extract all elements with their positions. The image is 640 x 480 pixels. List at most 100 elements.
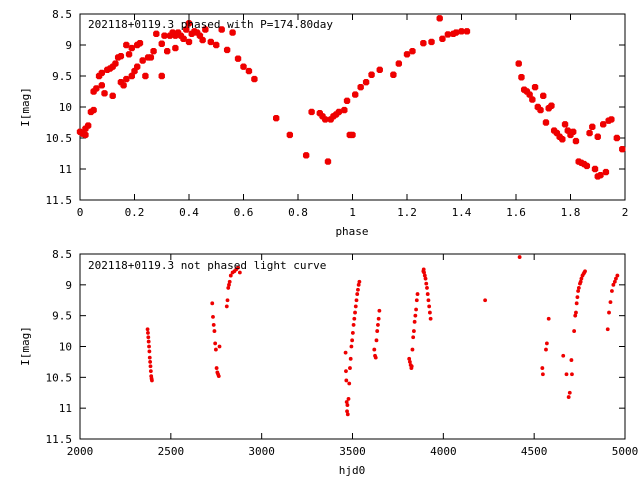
data-point [213, 341, 218, 346]
data-point [123, 75, 130, 83]
data-point [415, 292, 420, 296]
data-point [324, 158, 332, 165]
data-point [180, 35, 187, 42]
data-point [237, 270, 242, 275]
data-point [142, 72, 149, 80]
data-point [183, 26, 190, 33]
data-point [93, 85, 100, 92]
data-point [376, 323, 380, 327]
data-point [594, 133, 601, 140]
data-point [158, 72, 165, 80]
data-point [343, 97, 351, 104]
data-point [234, 55, 242, 62]
data-point [286, 131, 294, 139]
x-tick-label: 2 [622, 206, 629, 219]
data-point [425, 286, 429, 290]
data-point [376, 66, 383, 73]
data-point [347, 381, 352, 386]
data-point [607, 310, 611, 315]
data-point [352, 316, 357, 321]
x-tick-label: 2000 [67, 445, 94, 458]
data-point [425, 292, 430, 296]
data-point [357, 83, 364, 91]
x-tick-label: 2500 [158, 445, 185, 458]
y-tick-label: 11 [59, 402, 72, 415]
chart-title-phased: 202118+0119.3 phased with P=174.80day [88, 18, 333, 31]
data-point [349, 131, 356, 139]
data-point [597, 172, 604, 179]
phased-light-curve-panel: 0 0.2 0.4 0.6 0.8 1 1.2 1.4 1.6 1.8 2 8.5 9 9.5 10 10.… [19, 8, 628, 238]
data-point [529, 96, 536, 103]
data-point [273, 114, 280, 122]
data-point [345, 403, 350, 407]
y-tick-label: 11.5 [46, 194, 73, 207]
data-point [423, 276, 428, 281]
data-point [146, 339, 151, 344]
data-point [226, 286, 231, 290]
data-point [227, 282, 231, 287]
data-point [199, 36, 206, 44]
data-point [422, 273, 427, 278]
x-tick-label: 1 [349, 206, 356, 219]
data-point [463, 28, 471, 35]
y-tick-label: 9.5 [52, 310, 72, 323]
data-point [225, 298, 230, 303]
data-point [566, 395, 571, 399]
data-point [128, 44, 135, 52]
data-point [452, 29, 460, 36]
data-point [572, 329, 577, 333]
data-point [591, 165, 599, 173]
data-point [544, 341, 549, 346]
data-point [227, 279, 232, 284]
data-point [428, 316, 433, 321]
data-point [608, 300, 613, 304]
data-point [576, 289, 581, 293]
data-point [353, 310, 357, 315]
x-tick-label: 1.8 [561, 206, 581, 219]
data-point [427, 310, 432, 315]
data-point [537, 106, 544, 114]
data-point [602, 168, 610, 176]
data-point [375, 329, 380, 333]
data-point [427, 304, 432, 309]
data-point [407, 356, 412, 361]
data-point [615, 273, 620, 278]
data-point [322, 116, 329, 123]
y-tick-label: 10 [59, 341, 72, 354]
data-point [172, 44, 179, 52]
data-point [420, 39, 427, 47]
data-point [561, 121, 569, 128]
chart-title-unphased: 202118+0119.3 not phased light curve [88, 259, 326, 272]
data-point [218, 26, 225, 33]
data-point [185, 20, 193, 27]
data-point [346, 397, 351, 401]
data-point [526, 91, 533, 98]
y-axis-label-phased: I[mag] [19, 87, 32, 127]
data-point [217, 344, 222, 349]
data-point [136, 39, 144, 47]
data-point [164, 48, 171, 55]
y-tick-labels: 8.5 9 9.5 10 10.5 11 11.5 [46, 248, 73, 446]
x-axis-label-phased: phase [335, 225, 368, 238]
data-point [362, 79, 370, 86]
y-tick-label: 11.5 [46, 433, 73, 446]
data-point [578, 279, 583, 284]
data-point [561, 353, 566, 358]
data-point [356, 287, 360, 292]
data-point [148, 360, 153, 364]
data-point [120, 82, 127, 89]
data-point [376, 316, 381, 321]
unphased-light-curve-panel: 2000 2500 3000 3500 4000 4500 5000 8.5 9 9.5 10 10… [19, 248, 638, 477]
data-point [185, 38, 193, 46]
x-tick-label: 0.6 [234, 206, 254, 219]
data-point [211, 323, 216, 327]
data-point [414, 298, 419, 303]
data-point [128, 72, 135, 80]
data-point [158, 40, 165, 47]
data-point [148, 364, 153, 369]
data-point [212, 329, 217, 333]
data-point [412, 329, 416, 333]
data-point [345, 409, 349, 414]
data-point [148, 369, 153, 374]
data-point [308, 108, 315, 116]
